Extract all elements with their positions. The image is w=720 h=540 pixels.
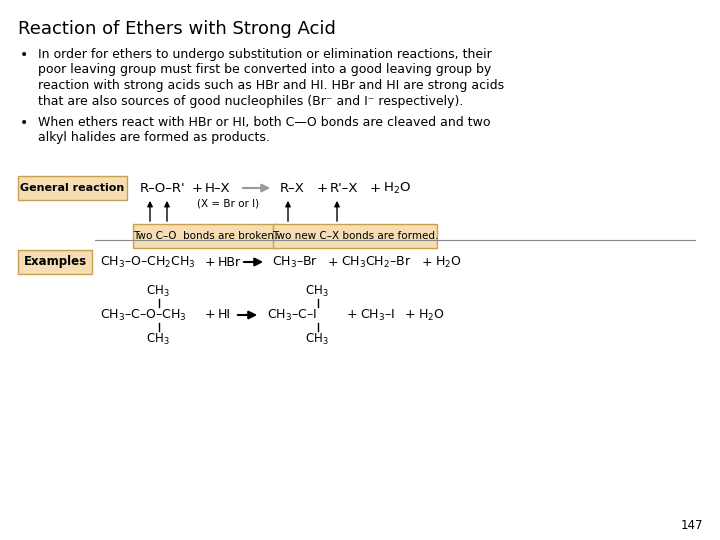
Text: +: +: [405, 308, 415, 321]
Text: CH$_3$CH$_2$–Br: CH$_3$CH$_2$–Br: [341, 254, 411, 269]
Text: +: +: [205, 308, 215, 321]
Text: poor leaving group must first be converted into a good leaving group by: poor leaving group must first be convert…: [38, 64, 491, 77]
Text: •: •: [20, 48, 28, 62]
Text: CH$_3$–I: CH$_3$–I: [360, 307, 395, 322]
Text: In order for ethers to undergo substitution or elimination reactions, their: In order for ethers to undergo substitut…: [38, 48, 492, 61]
Text: CH$_3$–O–CH$_2$CH$_3$: CH$_3$–O–CH$_2$CH$_3$: [100, 254, 196, 269]
Text: Two new C–X bonds are formed.: Two new C–X bonds are formed.: [272, 231, 438, 241]
Text: +: +: [317, 181, 328, 194]
Text: CH$_3$–C–I: CH$_3$–C–I: [267, 307, 317, 322]
FancyBboxPatch shape: [18, 176, 127, 200]
Text: H$_2$O: H$_2$O: [383, 180, 411, 195]
Text: +: +: [347, 308, 358, 321]
Text: Examples: Examples: [24, 255, 86, 268]
Text: CH$_3$: CH$_3$: [146, 332, 170, 347]
Text: Reaction of Ethers with Strong Acid: Reaction of Ethers with Strong Acid: [18, 20, 336, 38]
Text: +: +: [192, 181, 203, 194]
Text: H$_2$O: H$_2$O: [435, 254, 462, 269]
Text: When ethers react with HBr or HI, both C—O bonds are cleaved and two: When ethers react with HBr or HI, both C…: [38, 116, 490, 129]
Text: R–X: R–X: [280, 181, 305, 194]
Text: R–O–R': R–O–R': [140, 181, 186, 194]
Text: +: +: [328, 255, 338, 268]
Text: HBr: HBr: [218, 255, 241, 268]
Text: H$_2$O: H$_2$O: [418, 307, 444, 322]
Text: reaction with strong acids such as HBr and HI. HBr and HI are strong acids: reaction with strong acids such as HBr a…: [38, 79, 504, 92]
Text: (X = Br or I): (X = Br or I): [197, 199, 259, 209]
Text: •: •: [20, 116, 28, 130]
Text: +: +: [422, 255, 433, 268]
Text: CH$_3$–Br: CH$_3$–Br: [272, 254, 318, 269]
Text: R'–X: R'–X: [330, 181, 359, 194]
Text: CH$_3$: CH$_3$: [305, 332, 329, 347]
Text: 147: 147: [680, 519, 703, 532]
FancyBboxPatch shape: [18, 250, 92, 274]
Text: CH$_3$: CH$_3$: [146, 284, 170, 299]
FancyBboxPatch shape: [133, 224, 277, 248]
Text: alkyl halides are formed as products.: alkyl halides are formed as products.: [38, 132, 270, 145]
Text: Two C–O  bonds are broken.: Two C–O bonds are broken.: [132, 231, 277, 241]
Text: +: +: [370, 181, 381, 194]
Text: HI: HI: [218, 308, 231, 321]
Text: that are also sources of good nucleophiles (Br⁻ and I⁻ respectively).: that are also sources of good nucleophil…: [38, 94, 464, 107]
Text: General reaction: General reaction: [20, 183, 125, 193]
Text: H–X: H–X: [205, 181, 230, 194]
Text: CH$_3$–C–O–CH$_3$: CH$_3$–C–O–CH$_3$: [100, 307, 186, 322]
FancyBboxPatch shape: [273, 224, 437, 248]
Text: CH$_3$: CH$_3$: [305, 284, 329, 299]
Text: +: +: [205, 255, 215, 268]
